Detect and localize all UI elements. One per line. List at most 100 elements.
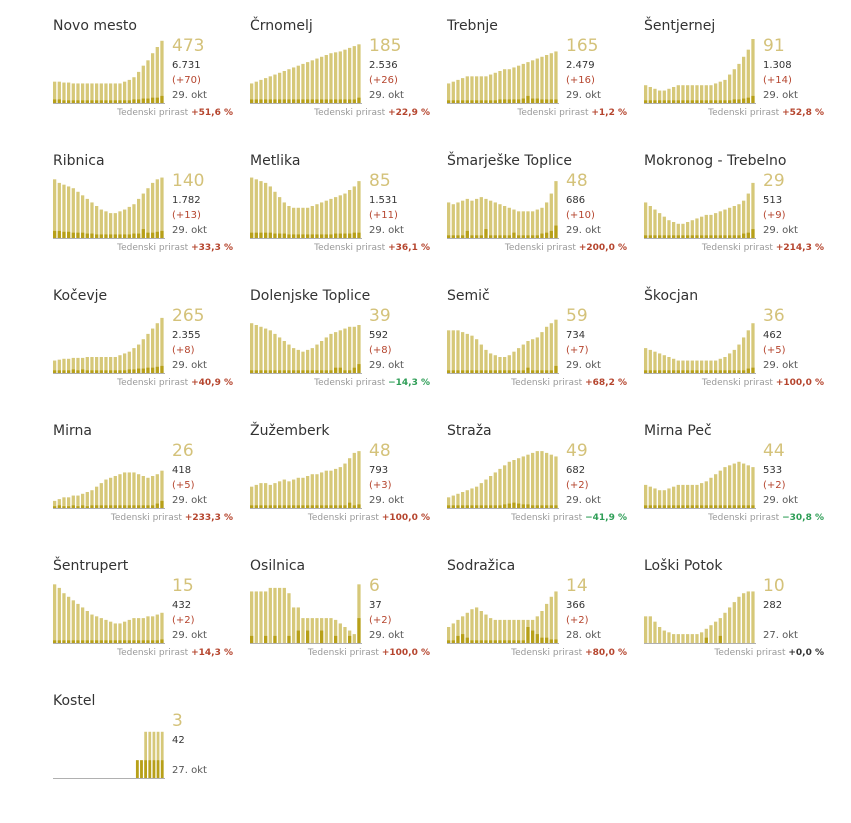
new-cases-bar [338,367,342,373]
active-cases-bar [700,85,704,103]
new-cases-bar [90,233,94,238]
municipality-chart-grid: Novo mesto 473 6.731 (+70) 29. okt Tedenski p… [53,18,824,779]
new-cases-bar [357,97,361,103]
weekly-growth-label: Tedenski prirast [517,108,589,118]
active-cases-bar [709,360,713,373]
active-cases-number: 29 [763,171,785,191]
new-cases-bar [62,100,66,103]
active-cases-bar [310,60,314,103]
active-cases-bar [737,204,741,238]
active-cases-bar [723,467,727,508]
municipality-card: Loški Potok 10 282 27. okt Tedenski prirast … [644,558,824,688]
active-cases-bar [456,619,460,643]
active-cases-bar [714,213,718,238]
active-cases-bar [132,618,136,643]
active-cases-bar [667,220,671,238]
new-cases-bar [704,100,708,103]
new-cases-bar [287,99,291,103]
new-cases-bar [672,100,676,103]
municipality-name: Mirna Peč [644,423,712,439]
active-cases-bar [662,630,666,643]
new-cases-bar [81,232,85,238]
new-cases-bar [535,634,539,643]
new-cases-bar [99,370,103,373]
weekly-growth-value: +200,0 % [578,243,627,253]
active-cases-bar [278,72,282,103]
active-cases-bar [714,474,718,508]
total-cases-number: 682 [566,465,586,476]
active-cases-bar [465,490,469,508]
new-cases-bar [315,370,319,373]
data-date: 29. okt [763,90,798,101]
new-cases-bar [329,234,333,238]
new-cases-bar [676,235,680,238]
weekly-growth-label: Tedenski prirast [314,378,386,388]
new-cases-bar [104,370,108,373]
active-cases-bar [160,470,164,508]
new-cases-bar [109,234,113,238]
new-cases-bar [648,100,652,103]
active-cases-bar [155,474,159,508]
active-cases-bar [507,619,511,643]
active-cases-bar [67,596,71,643]
total-cases-number: 686 [566,195,586,206]
new-cases-bar [53,99,57,103]
active-cases-bar [531,60,535,103]
active-cases-bar [456,330,460,373]
active-cases-bar [461,332,465,373]
active-cases-bar [512,67,516,103]
active-cases-bar [540,611,544,643]
new-cases-bar [489,370,493,373]
new-cases-bar [526,367,530,373]
active-cases-bar [278,481,282,508]
daily-change: (+2) [566,615,589,626]
new-cases-bar [273,370,277,373]
active-cases-bar [268,484,272,508]
new-cases-bar [493,505,497,508]
new-cases-bar [155,640,159,643]
new-cases-bar [554,505,558,508]
new-cases-bar [465,637,469,643]
weekly-growth: Tedenski prirast +40,9 % [117,378,233,388]
new-cases-bar [268,99,272,103]
active-cases-bar [540,451,544,508]
active-cases-bar [76,603,80,643]
daily-change: (+11) [369,210,398,221]
active-cases-bar [662,355,666,373]
new-cases-bar [709,235,713,238]
weekly-growth-value: +51,6 % [191,108,233,118]
new-cases-bar [95,505,99,508]
active-cases-bar [85,611,89,643]
total-cases-number: 1.308 [763,60,792,71]
new-cases-bar [451,100,455,103]
new-cases-bar [732,370,736,373]
active-cases-number: 165 [566,36,599,56]
new-cases-bar [714,100,718,103]
active-cases-bar [292,207,296,238]
active-cases-bar [282,202,286,238]
municipality-card: Dolenjske Toplice 39 592 (+8) 29. okt Tedensk… [250,288,430,418]
active-cases-bar [746,193,750,238]
new-cases-bar [90,100,94,103]
municipality-name: Škocjan [644,288,699,304]
active-cases-bar [250,486,254,508]
new-cases-bar [489,640,493,643]
active-cases-bar [690,360,694,373]
active-cases-bar [85,492,89,508]
new-cases-bar [742,370,746,373]
active-cases-bar [465,612,469,643]
new-cases-bar [512,232,516,238]
active-cases-bar [254,325,258,373]
active-cases-bar [737,461,741,508]
active-cases-bar [746,465,750,508]
active-cases-number: 39 [369,306,391,326]
active-cases-bar [334,52,338,103]
new-cases-bar [104,505,108,508]
active-cases-bar [315,474,319,508]
new-cases-bar [324,505,328,508]
new-cases-bar [155,231,159,238]
new-cases-bar [292,99,296,103]
new-cases-bar [700,100,704,103]
new-cases-bar [737,370,741,373]
new-cases-bar [95,100,99,103]
